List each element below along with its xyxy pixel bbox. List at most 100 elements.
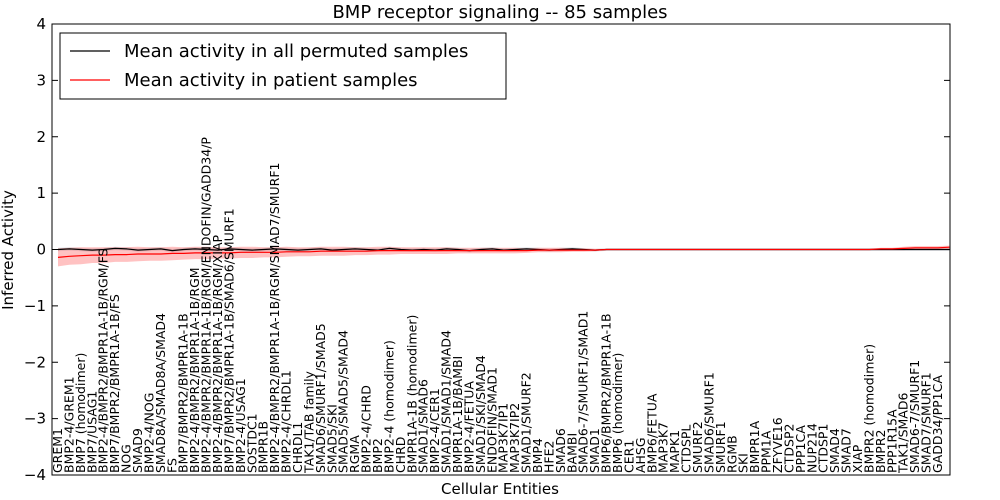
y-tick-label: 2 bbox=[36, 128, 46, 146]
y-tick-label: 4 bbox=[36, 15, 46, 33]
category-label: BMPR1B bbox=[256, 421, 271, 473]
y-axis-label: Inferred Activity bbox=[0, 190, 17, 310]
category-label: AHSG bbox=[633, 437, 648, 473]
category-label: BMPR2 (homodimer) bbox=[861, 344, 876, 473]
category-label: SMAD6/SMURF1/SMAD5 bbox=[313, 323, 328, 473]
category-label: SMAD6 bbox=[553, 428, 568, 473]
category-label: MAP3K7 bbox=[656, 422, 671, 473]
category-label: BAMBI bbox=[564, 433, 579, 473]
category-label: BMP7/BMPR2/BMPR1A-1B/SMAD6/SMURF1 bbox=[221, 208, 236, 473]
category-label: BMP2-4/BMPR2/BMPR1A-1B/RGM/ENDOFIN/GADD3… bbox=[199, 137, 214, 473]
category-label: SMAD1/SMURF2 bbox=[519, 372, 534, 473]
category-label: BMP2-4/BMPR2/BMPR1A-1B/RGM bbox=[187, 267, 202, 473]
category-label: BMP2-4/USAG1 bbox=[233, 378, 248, 473]
legend-box bbox=[59, 32, 507, 100]
category-label: GADD34/PP1CA bbox=[930, 375, 945, 473]
patient-mean-line bbox=[57, 246, 950, 258]
y-axis-ticks: 4 3 2 1 0 −1 −2 −3 −4 bbox=[24, 15, 950, 484]
category-label: SMAD4 bbox=[827, 428, 842, 473]
category-label: BMP7 (homodimer) bbox=[73, 353, 88, 473]
category-label: BMP2-4/CHRD bbox=[359, 385, 374, 473]
category-label: RGMA bbox=[347, 435, 362, 473]
category-label: BMP2-4/GREM1 bbox=[61, 376, 76, 473]
category-label: XIAP bbox=[850, 444, 865, 473]
category-label: PPP1R15A bbox=[884, 409, 899, 473]
category-label: TAK1/SMAD6 bbox=[896, 393, 911, 474]
category-label: BMP6 (homodimer) bbox=[610, 353, 625, 473]
category-label: BMP6/BMPR2/BMPR1A-1B bbox=[599, 313, 614, 473]
category-label: BMP2-4/BMPR2/BMPR1A-1B/RGM/SMAD7/SMURF1 bbox=[267, 162, 282, 472]
category-label: BMP6/FETUA bbox=[644, 393, 659, 473]
series-lines bbox=[57, 246, 950, 258]
y-tick-label: −1 bbox=[24, 297, 46, 315]
category-label: BMP2-4 (homodimer) bbox=[381, 340, 396, 473]
category-label: SMAD1 bbox=[587, 428, 602, 473]
category-label: SMURF1 bbox=[713, 421, 728, 473]
x-axis-label: Cellular Entities bbox=[441, 480, 559, 498]
y-tick-label: −3 bbox=[24, 410, 46, 428]
category-label: BMP2-4/BMPR2/BMPR1A-1B/RGM/FS bbox=[96, 248, 111, 473]
category-label: HFE2 bbox=[541, 441, 556, 473]
category-label: SKI bbox=[736, 453, 751, 473]
y-tick-label: −4 bbox=[24, 466, 46, 484]
category-label: SMAD7 bbox=[839, 428, 854, 473]
category-label: SMAD9 bbox=[130, 428, 145, 473]
category-label: CTDSP2 bbox=[781, 424, 796, 473]
category-label: PPM1A bbox=[759, 430, 774, 473]
category-label: BMPR1A bbox=[747, 420, 762, 473]
category-label: CER1 bbox=[621, 440, 636, 473]
category-label: CTDSP1 bbox=[816, 424, 831, 473]
category-label: BMP7/USAG1 bbox=[84, 391, 99, 473]
category-label: BMPR1A-1B/BAMBI bbox=[450, 356, 465, 473]
category-label: BMPR2 bbox=[873, 429, 888, 473]
category-label: SMAD1/SKI/SMAD4 bbox=[473, 355, 488, 473]
category-label: SMAD1/SMAD1/SMAD4 bbox=[439, 330, 454, 473]
y-tick-label: 3 bbox=[36, 71, 46, 89]
legend-label-patient: Mean activity in patient samples bbox=[124, 70, 418, 91]
category-label: BMP7/BMPR2/BMPR1A-1B bbox=[176, 313, 191, 473]
category-label: SMURF2 bbox=[690, 421, 705, 473]
category-label: NOG bbox=[119, 444, 134, 473]
category-label: FS bbox=[164, 458, 179, 473]
patient-confidence-band bbox=[58, 245, 950, 267]
category-label: BMP2-4/FETUA bbox=[461, 381, 476, 473]
category-label: PPP1CA bbox=[793, 425, 808, 473]
category-label: CHRDL1 bbox=[290, 422, 305, 473]
category-label: SMAD5/SKI bbox=[324, 404, 339, 473]
legend: Mean activity in all permuted samples Me… bbox=[59, 32, 507, 100]
chart-title: BMP receptor signaling -- 85 samples bbox=[332, 2, 667, 23]
category-label: TAK1/TAB family bbox=[301, 370, 316, 474]
category-label: BMP2 bbox=[370, 438, 385, 473]
y-tick-label: 0 bbox=[36, 241, 46, 259]
category-label: BMP4 bbox=[530, 438, 545, 473]
category-label: BMP2-4/CER1 bbox=[427, 388, 442, 473]
category-label: NUP214 bbox=[804, 423, 819, 473]
y-tick-label: −2 bbox=[24, 353, 46, 371]
category-label: RGMB bbox=[724, 435, 739, 473]
category-label: MAPK1 bbox=[667, 430, 682, 473]
category-label: GREM1 bbox=[50, 428, 65, 473]
category-label: SMAD6/SMURF1 bbox=[701, 372, 716, 473]
category-label: SMAD6-7/SMURF1/SMAD1 bbox=[576, 311, 591, 473]
category-label: SMAD8A/SMAD8A/SMAD4 bbox=[153, 313, 168, 473]
category-label: BMP2-4/BMPR2/BMPR1A-1B/RGM/XIAP bbox=[210, 234, 225, 473]
category-label: BMP2-4/NOG bbox=[141, 393, 156, 473]
category-label: SMAD7/SMURF1 bbox=[919, 372, 934, 473]
y-tick-label: 1 bbox=[36, 184, 46, 202]
category-label: ENDOFIN/SMAD1 bbox=[484, 367, 499, 473]
category-label: SMAD1/SMAD6 bbox=[416, 379, 431, 473]
category-label: MAP3K7IP1 bbox=[496, 403, 511, 473]
category-label: MAP3K7IP2 bbox=[507, 403, 522, 473]
category-label: CTDSPL bbox=[679, 425, 694, 473]
category-label: ZFYVE16 bbox=[770, 417, 785, 473]
category-label: SMAD5/SMAD5/SMAD4 bbox=[336, 330, 351, 473]
category-label: SMAD6-7/SMURF1 bbox=[907, 360, 922, 473]
category-label: SOSTDC1 bbox=[244, 413, 259, 473]
category-label: CHRD bbox=[393, 437, 408, 473]
legend-label-permuted: Mean activity in all permuted samples bbox=[124, 41, 468, 62]
category-label: BMP2-4/CHRDL1 bbox=[279, 370, 294, 473]
category-label: BMPR1A-1B (homodimer) bbox=[404, 315, 419, 473]
category-label: BMP7/BMPR2/BMPR1A-1B/FS bbox=[107, 294, 122, 473]
